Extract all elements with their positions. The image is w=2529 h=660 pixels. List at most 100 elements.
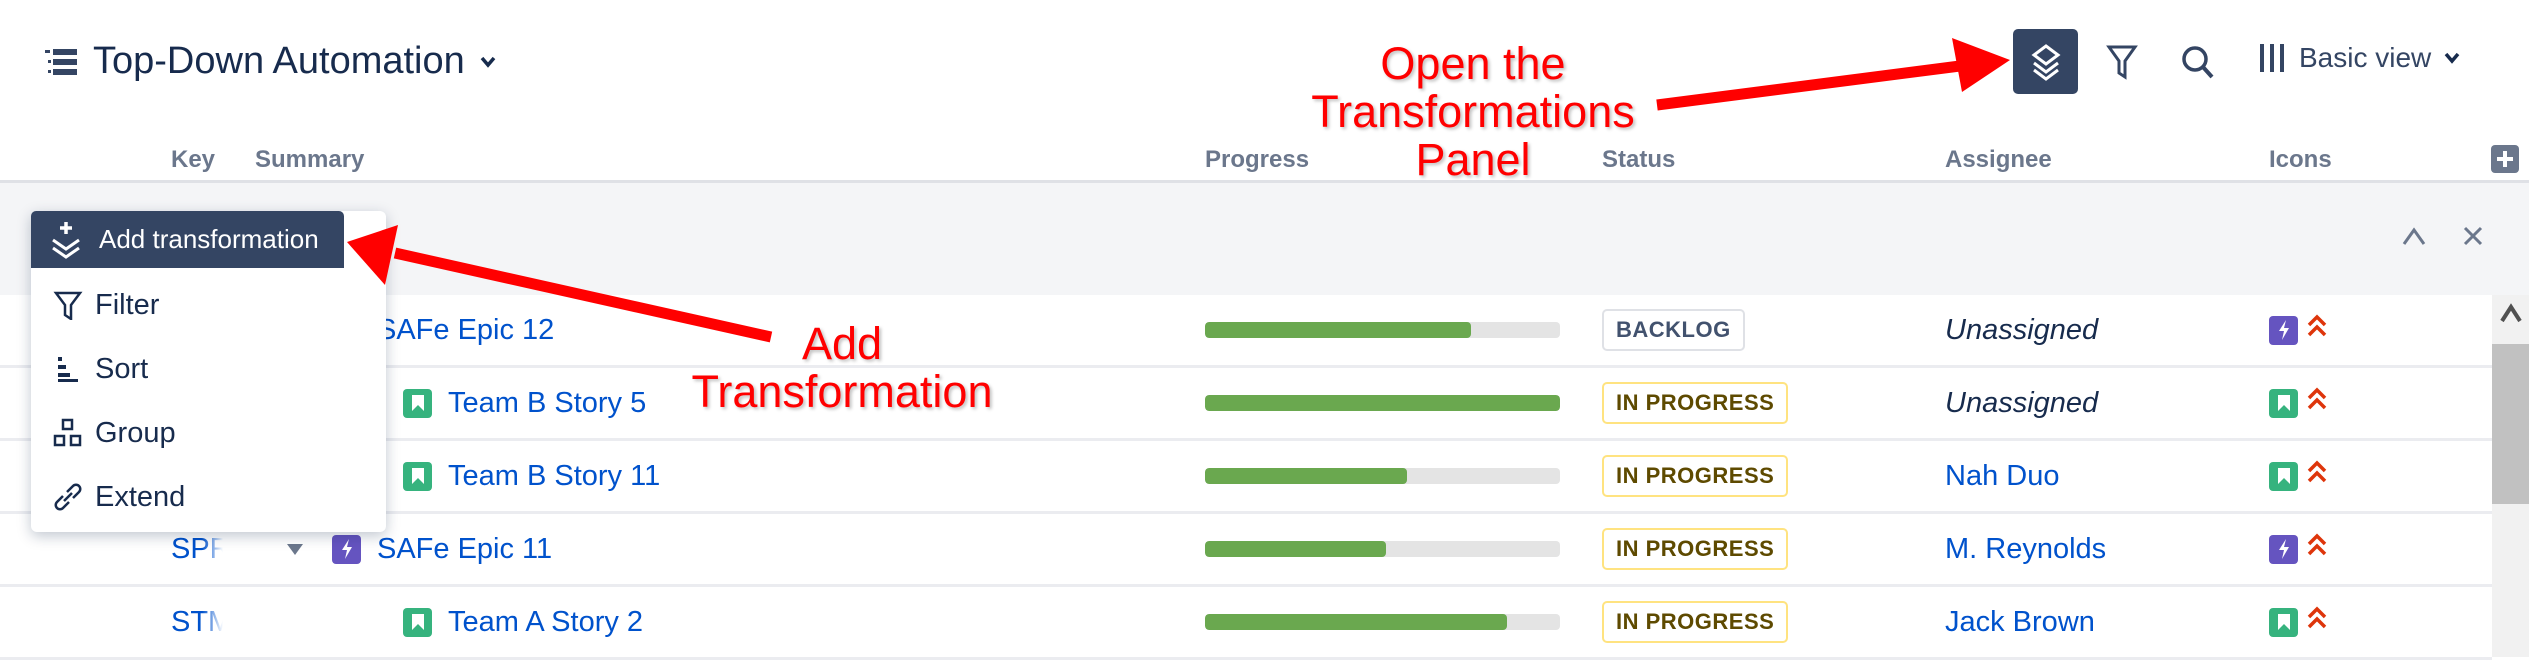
assignee[interactable]: Nah Duo — [1945, 459, 2060, 492]
menu-item-label: Filter — [95, 288, 160, 321]
header-divider — [0, 180, 2529, 183]
chevron-down-icon — [2444, 52, 2460, 64]
icons-cell — [2269, 441, 2328, 511]
column-header-key[interactable]: Key — [171, 146, 216, 173]
filter-icon — [53, 291, 83, 320]
menu-item-sort[interactable]: Sort — [31, 339, 386, 399]
add-transformation-button[interactable]: Add transformation — [31, 211, 344, 268]
summary-link[interactable]: Team B Story 5 — [448, 386, 647, 419]
menu-item-label: Sort — [95, 352, 149, 385]
issue-key[interactable]: STM — [171, 605, 223, 638]
status-cell: BACKLOG — [1602, 295, 1745, 365]
column-header-progress[interactable]: Progress — [1205, 146, 1310, 173]
view-label: Basic view — [2299, 42, 2432, 73]
close-icon[interactable] — [2462, 225, 2484, 247]
annotation-open-panel: Open the Transformations Panel — [1283, 40, 1663, 184]
annotation-line: Transformations — [1311, 86, 1635, 137]
column-header-icons[interactable]: Icons — [2269, 146, 2332, 173]
search-icon[interactable] — [2180, 44, 2216, 80]
status-badge[interactable]: IN PROGRESS — [1602, 382, 1789, 424]
priority-highest-icon — [2306, 313, 2328, 347]
progress-cell — [1205, 295, 1560, 365]
summary-cell: Team B Story 5 — [403, 368, 646, 438]
progress-bar — [1205, 395, 1560, 411]
story-icon — [2269, 461, 2298, 491]
menu-item-group[interactable]: Group — [31, 403, 386, 463]
progress-fill — [1205, 614, 1507, 630]
issue-key[interactable]: SPR — [171, 532, 223, 565]
priority-highest-icon — [2306, 532, 2328, 566]
progress-bar — [1205, 541, 1560, 557]
assignee[interactable]: Unassigned — [1945, 386, 2099, 419]
progress-fill — [1205, 322, 1472, 338]
status-badge[interactable]: IN PROGRESS — [1602, 601, 1789, 643]
progress-fill — [1205, 541, 1387, 557]
page-title: Top-Down Automation — [93, 40, 465, 82]
filter-icon[interactable] — [2106, 44, 2138, 80]
menu-item-label: Extend — [95, 480, 186, 513]
table-row[interactable]: STM Team A Story 2 IN PROGRESS Jack Brow… — [0, 587, 2492, 660]
status-cell: IN PROGRESS — [1602, 441, 1789, 511]
icons-cell — [2269, 587, 2328, 657]
annotation-line: Transformation — [691, 366, 993, 417]
column-header-summary[interactable]: Summary — [255, 146, 365, 173]
summary-link[interactable]: Team B Story 11 — [448, 459, 661, 492]
table-row[interactable]: Team B Story 5 IN PROGRESS Unassigned — [0, 368, 2492, 441]
chevron-down-icon[interactable] — [479, 55, 497, 69]
sort-icon — [58, 357, 78, 382]
assignee[interactable]: M. Reynolds — [1945, 532, 2107, 565]
icons-cell — [2269, 368, 2328, 438]
epic-icon — [2269, 315, 2298, 345]
progress-cell — [1205, 514, 1560, 584]
summary-link[interactable]: SAFe Epic 11 — [377, 532, 553, 565]
epic-icon — [2269, 534, 2298, 564]
structure-title[interactable]: Top-Down Automation — [45, 40, 497, 83]
columns-icon — [2260, 44, 2284, 72]
progress-bar — [1205, 468, 1560, 484]
progress-bar — [1205, 614, 1560, 630]
hidden-toolbar-icon[interactable] — [1960, 45, 1986, 75]
priority-highest-icon — [2306, 459, 2328, 493]
annotation-line: Open the — [1380, 38, 1566, 89]
icons-cell — [2269, 514, 2328, 584]
progress-fill — [1205, 468, 1408, 484]
arrow-to-panel-button — [1656, 60, 1961, 111]
summary-link[interactable]: SAFe Epic 12 — [377, 313, 555, 346]
story-icon — [403, 461, 432, 491]
progress-bar — [1205, 322, 1560, 338]
menu-item-label: Group — [95, 416, 176, 449]
status-cell: IN PROGRESS — [1602, 514, 1789, 584]
story-icon — [2269, 607, 2298, 637]
add-transformation-label: Add transformation — [99, 224, 319, 254]
view-selector[interactable]: Basic view — [2257, 42, 2461, 74]
progress-cell — [1205, 441, 1560, 511]
summary-link[interactable]: Team A Story 2 — [448, 605, 644, 638]
table-row[interactable]: SPR SAFe Epic 11 IN PROGRESS M. Reynolds — [0, 514, 2492, 587]
status-badge[interactable]: IN PROGRESS — [1602, 528, 1789, 570]
status-badge[interactable]: BACKLOG — [1602, 309, 1745, 351]
status-cell: IN PROGRESS — [1602, 368, 1789, 438]
group-icon — [53, 418, 82, 447]
annotation-line: Panel — [1415, 134, 1531, 185]
add-column-icon[interactable] — [2491, 145, 2519, 173]
menu-item-filter[interactable]: Filter — [31, 275, 386, 335]
progress-cell — [1205, 587, 1560, 657]
expand-caret-icon[interactable] — [286, 542, 304, 556]
progress-cell — [1205, 368, 1560, 438]
status-badge[interactable]: IN PROGRESS — [1602, 455, 1789, 497]
scroll-up-icon[interactable] — [2500, 303, 2522, 325]
priority-highest-icon — [2306, 386, 2328, 420]
layers-icon — [2031, 43, 2060, 81]
table-row[interactable]: Team B Story 11 IN PROGRESS Nah Duo — [0, 441, 2492, 514]
menu-item-extend[interactable]: Extend — [31, 467, 386, 527]
story-icon — [2269, 388, 2298, 418]
scrollbar[interactable] — [2492, 295, 2529, 657]
scrollbar-thumb[interactable] — [2492, 344, 2529, 504]
assignee[interactable]: Unassigned — [1945, 313, 2099, 346]
column-header-assignee[interactable]: Assignee — [1945, 146, 2052, 173]
column-header-status[interactable]: Status — [1602, 146, 1676, 173]
transformations-panel-button[interactable] — [2013, 29, 2078, 94]
assignee[interactable]: Jack Brown — [1945, 605, 2095, 638]
collapse-panel-icon[interactable] — [2400, 224, 2428, 248]
progress-fill — [1205, 395, 1560, 411]
